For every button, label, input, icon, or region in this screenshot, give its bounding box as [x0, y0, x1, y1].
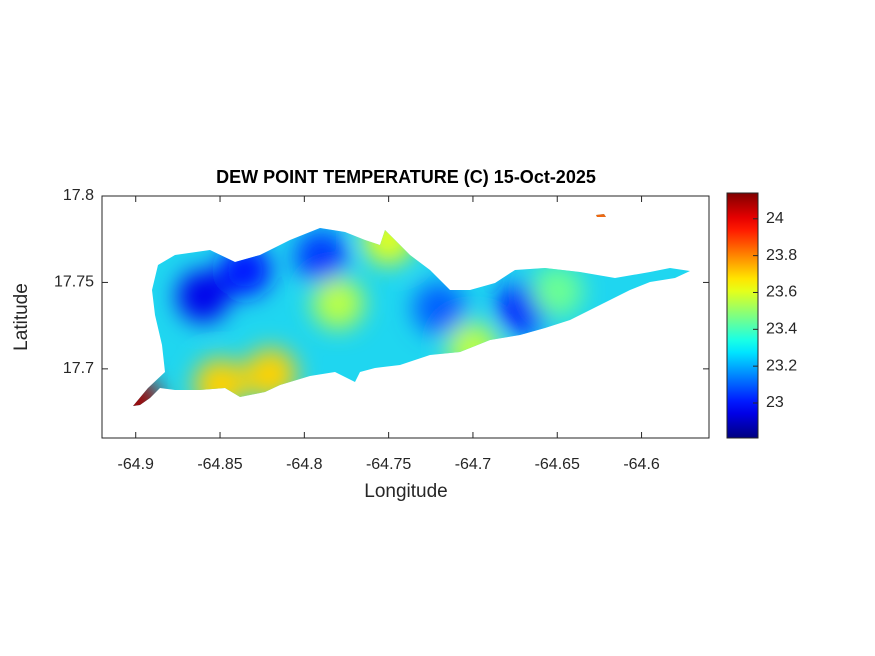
field-point [219, 244, 272, 297]
x-tick-label: -64.6 [623, 456, 660, 473]
field-point [312, 277, 365, 330]
x-tick-label: -64.8 [286, 456, 323, 473]
x-tick-label: -64.7 [455, 456, 492, 473]
field-point [295, 230, 348, 283]
field-point [446, 322, 499, 375]
colorbar-tick-label: 23.6 [766, 284, 797, 301]
field-point [133, 377, 162, 406]
colorbar-tick-label: 23 [766, 394, 784, 411]
x-tick-label: -64.65 [535, 456, 580, 473]
colorbar-box [726, 192, 759, 439]
chart-title: DEW POINT TEMPERATURE (C) 15-Oct-2025 [216, 167, 596, 187]
x-tick-label: -64.9 [117, 456, 154, 473]
colorbar-tick-label: 23.8 [766, 247, 797, 264]
x-tick-label: -64.75 [366, 456, 411, 473]
field-point [177, 270, 230, 323]
x-tick-label: -64.85 [197, 456, 242, 473]
colorbar [727, 193, 758, 438]
x-axis-label: Longitude [364, 481, 447, 502]
y-tick-label: 17.75 [54, 274, 94, 291]
field-point [244, 348, 297, 401]
field-point [573, 214, 626, 245]
map-field [133, 214, 690, 406]
colorbar-tick-label: 23.2 [766, 357, 797, 374]
y-axis-label: Latitude [11, 283, 32, 351]
field-point [531, 265, 584, 318]
axes-box [101, 195, 710, 439]
field-point [194, 358, 247, 406]
field-point [362, 214, 415, 266]
y-tick-label: 17.8 [63, 187, 94, 204]
field-point [413, 282, 466, 335]
y-tick-label: 17.7 [63, 360, 94, 377]
colorbar-tick-label: 23.4 [766, 321, 797, 338]
colorbar-tick-label: 24 [766, 210, 784, 227]
